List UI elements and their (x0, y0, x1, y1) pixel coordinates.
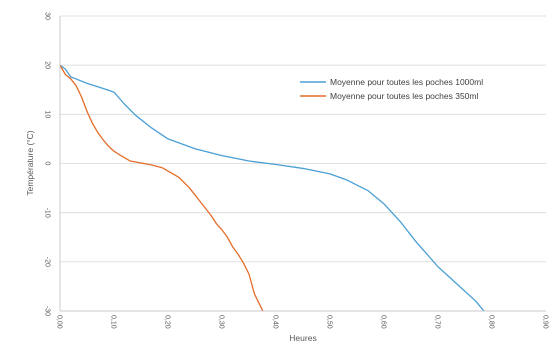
x-tick-label: 0,90 (542, 315, 549, 329)
legend-label: Moyenne pour toutes les poches 350ml (330, 91, 478, 101)
y-tick-label: 10 (44, 110, 51, 118)
x-tick-label: 0,50 (326, 315, 333, 329)
series-line-2 (60, 64, 264, 311)
x-tick-label: 0,00 (56, 315, 63, 329)
x-tick-label: 0,80 (488, 315, 495, 329)
y-axis-title: Température (°C) (25, 130, 35, 195)
x-axis-title: Heures (289, 333, 316, 343)
series-line-1 (60, 64, 485, 311)
y-tick-label: -30 (44, 306, 51, 316)
x-tick-label: 0,40 (272, 315, 279, 329)
x-tick-label: 0,70 (434, 315, 441, 329)
x-tick-label: 0,60 (380, 315, 387, 329)
x-tick-label: 0,30 (218, 315, 225, 329)
y-tick-label: 0 (44, 162, 51, 166)
y-tick-label: 20 (44, 61, 51, 69)
x-tick-label: 0,20 (164, 315, 171, 329)
y-tick-label: 30 (44, 12, 51, 20)
legend-label: Moyenne pour toutes les poches 1000ml (330, 77, 483, 87)
series-layer (60, 64, 485, 311)
axes: -30 -20 -10 0 10 20 30 0,00 0,10 0,20 0,30 0,40 0,50… (44, 12, 549, 329)
gridlines (60, 15, 546, 312)
x-tick-label: 0,10 (110, 315, 117, 329)
y-tick-label: -10 (44, 208, 51, 218)
y-tick-label: -20 (44, 257, 51, 267)
legend: Moyenne pour toutes les poches 1000ml Moy… (300, 77, 483, 101)
